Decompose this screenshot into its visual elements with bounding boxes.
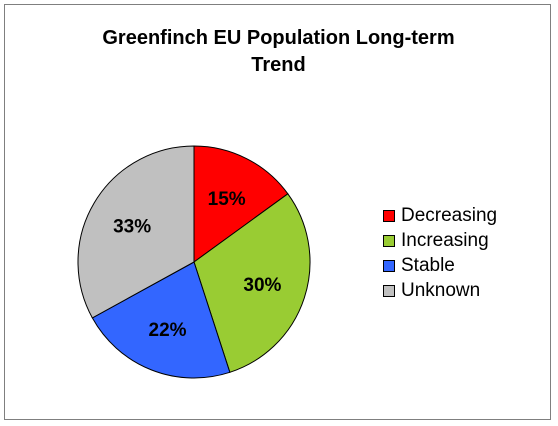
- pie-label-stable: 22%: [149, 320, 187, 341]
- legend-item-unknown: Unknown: [383, 278, 497, 303]
- pie-slice-decreasing: [193, 145, 289, 263]
- legend-label-stable: Stable: [401, 254, 455, 276]
- legend-swatch-decreasing: [383, 209, 395, 222]
- legend: Decreasing Increasing Stable Unknown: [383, 203, 497, 303]
- legend-label-unknown: Unknown: [401, 279, 481, 301]
- chart-title-line-1: Greenfinch EU Population Long-term: [102, 27, 455, 49]
- legend-swatch-unknown: [383, 284, 395, 297]
- legend-item-stable: Stable: [383, 253, 497, 278]
- pie-slice-increasing: [193, 193, 311, 373]
- legend-swatch-increasing: [383, 234, 395, 247]
- pie-label-decreasing: 15%: [208, 189, 246, 210]
- pie-slice-unknown: [77, 145, 195, 319]
- legend-swatch-stable: [383, 259, 395, 272]
- legend-item-decreasing: Decreasing: [383, 203, 497, 228]
- pie-label-increasing: 30%: [243, 275, 281, 296]
- pie-label-unknown: 33%: [113, 216, 151, 237]
- legend-label-increasing: Increasing: [401, 229, 489, 251]
- chart-title: Greenfinch EU Population Long-term Trend: [5, 25, 552, 79]
- pie-slice-stable: [91, 261, 231, 379]
- chart-title-line-2: Trend: [251, 54, 306, 76]
- legend-label-decreasing: Decreasing: [401, 204, 498, 226]
- legend-item-increasing: Increasing: [383, 228, 497, 253]
